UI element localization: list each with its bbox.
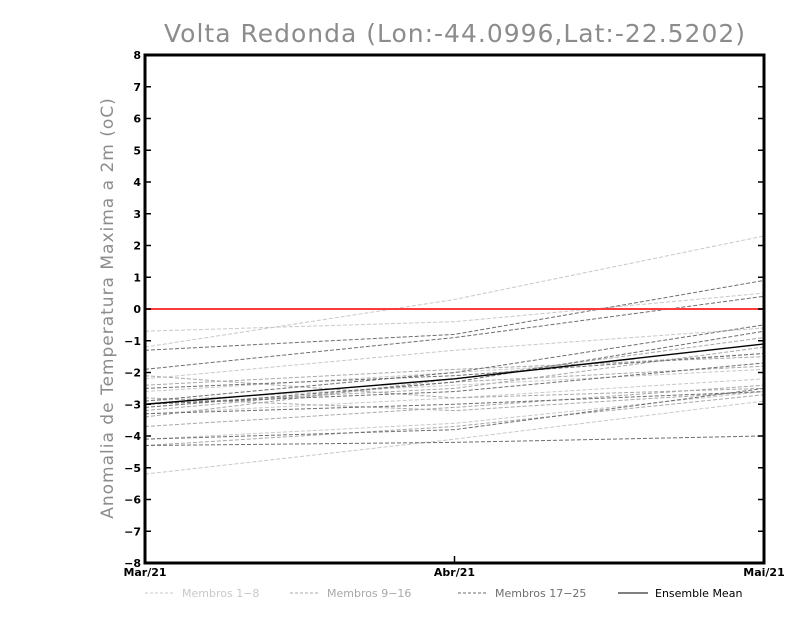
y-tick-label: −2 — [124, 367, 141, 380]
member-line-5 — [144, 378, 765, 415]
legend-label: Membros 17−25 — [495, 587, 586, 600]
x-tick-label: Mar/21 — [123, 566, 166, 579]
member-line-25 — [144, 362, 765, 405]
y-tick-label: −4 — [124, 430, 141, 443]
plot-area — [143, 53, 766, 565]
y-tick-label: 4 — [133, 176, 141, 189]
member-line-10 — [144, 365, 765, 412]
legend-label: Membros 1−8 — [182, 587, 259, 600]
y-tick-label: −5 — [124, 462, 141, 475]
member-line-6 — [144, 391, 765, 440]
y-tick-label: 7 — [133, 81, 141, 94]
y-tick-label: −7 — [124, 525, 141, 538]
member-line-24 — [144, 352, 765, 389]
y-tick-label: 5 — [133, 144, 141, 157]
y-tick-label: 1 — [133, 271, 141, 284]
x-axis: Mar/21 Abr/21 Mai/21 — [123, 556, 785, 579]
ensemble-mean-line — [144, 343, 765, 405]
member-line-1 — [144, 235, 765, 348]
chart-title: Volta Redonda (Lon:-44.0996,Lat:-22.5202… — [164, 19, 746, 48]
x-tick-label: Mai/21 — [743, 566, 784, 579]
member-line-12 — [144, 375, 765, 399]
y-tick-label: −3 — [124, 398, 141, 411]
member-line-3 — [144, 327, 765, 380]
y-tick-label: 8 — [133, 49, 141, 62]
member-line-14 — [144, 391, 765, 412]
y-axis: −8 −7 −6 −5 −4 −3 −2 −1 0 1 2 3 4 5 6 7 8 — [124, 49, 764, 570]
y-axis-label: Anomalia de Temperatura Maxima a 2m (oC) — [98, 97, 118, 519]
member-line-19 — [144, 324, 765, 402]
member-line-18 — [144, 295, 765, 370]
y-tick-label: 6 — [133, 113, 141, 126]
member-line-20 — [144, 330, 765, 408]
member-line-13 — [144, 394, 765, 447]
member-line-4 — [144, 352, 765, 393]
legend: Membros 1−8 Membros 9−16 Membros 17−25 Ense… — [145, 587, 742, 600]
member-line-7 — [144, 400, 765, 475]
y-tick-label: 0 — [133, 303, 141, 316]
member-line-2 — [144, 292, 765, 332]
y-tick-label: −8 — [124, 557, 141, 570]
member-line-22 — [144, 387, 765, 440]
legend-label: Ensemble Mean — [655, 587, 742, 600]
member-line-9 — [144, 356, 765, 386]
y-tick-label: −6 — [124, 494, 141, 507]
legend-label: Membros 9−16 — [327, 587, 411, 600]
member-line-23 — [144, 391, 765, 415]
y-tick-label: 2 — [133, 240, 141, 253]
y-tick-label: −1 — [124, 335, 141, 348]
y-tick-label: 3 — [133, 208, 141, 221]
member-line-17 — [144, 279, 765, 351]
member-line-21 — [144, 435, 765, 447]
member-line-16 — [144, 337, 765, 418]
member-line-11 — [144, 384, 765, 427]
x-tick-label: Abr/21 — [434, 566, 475, 579]
